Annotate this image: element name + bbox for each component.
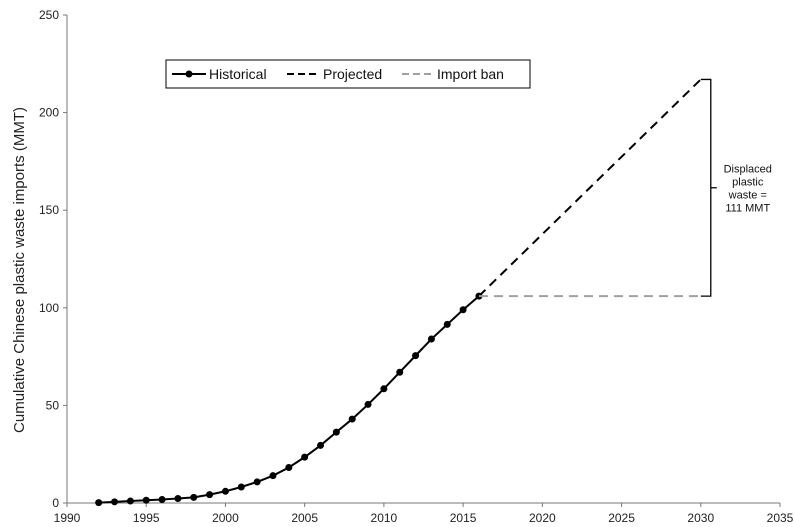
x-tick-label: 2010 xyxy=(371,511,398,525)
series-point-historical xyxy=(443,320,451,328)
series-point-historical xyxy=(285,463,293,471)
annotation-text-line: 111 MMT xyxy=(725,202,770,214)
y-tick-label: 0 xyxy=(52,496,59,510)
annotation-text-line: waste = xyxy=(728,189,767,201)
annotation-bracket xyxy=(700,78,717,297)
series-point-historical xyxy=(111,498,119,506)
series-point-historical xyxy=(317,441,325,449)
x-tick-label: 2025 xyxy=(608,511,635,525)
series-point-historical xyxy=(158,495,166,503)
series-line-projected xyxy=(478,78,702,297)
x-tick-label: 2020 xyxy=(529,511,556,525)
series-point-historical xyxy=(427,335,435,343)
y-tick-label: 50 xyxy=(46,398,60,412)
series-point-historical xyxy=(221,487,229,495)
y-axis-label: Cumulative Chinese plastic waste imports… xyxy=(11,107,28,433)
series-point-historical xyxy=(459,306,467,314)
series-point-historical xyxy=(348,415,356,423)
x-tick-label: 2005 xyxy=(291,511,318,525)
series-line-historical xyxy=(98,295,480,504)
series-point-historical xyxy=(126,497,134,505)
legend: Historical Projected Import ban xyxy=(165,59,531,89)
x-tick-label: 1990 xyxy=(54,511,81,525)
series-point-historical xyxy=(364,400,372,408)
axes xyxy=(66,15,780,504)
series-point-historical xyxy=(253,478,261,486)
series-point-historical xyxy=(332,428,340,436)
series-point-historical xyxy=(301,453,309,461)
annotation-text-line: plastic xyxy=(732,176,764,188)
legend-projected-label: Projected xyxy=(323,66,382,82)
series-point-historical xyxy=(396,368,404,376)
x-tick-label: 1995 xyxy=(133,511,160,525)
legend-historical-label: Historical xyxy=(209,66,267,82)
series-point-historical xyxy=(190,493,198,501)
x-ticks: 1990 1995 2000 2005 2010 2015 2020 2025 2030 2035 xyxy=(54,503,794,525)
legend-historical-marker xyxy=(185,70,193,78)
y-tick-label: 200 xyxy=(39,106,59,120)
y-tick-label: 250 xyxy=(39,8,59,22)
x-tick-label: 2030 xyxy=(687,511,714,525)
series-point-historical xyxy=(269,472,277,480)
annotation-text-line: Displaced xyxy=(724,163,772,175)
y-tick-label: 150 xyxy=(39,203,59,217)
y-ticks: 0 50 100 150 200 250 xyxy=(39,8,67,510)
x-tick-label: 2000 xyxy=(212,511,239,525)
series-point-historical xyxy=(142,496,150,504)
series-layer xyxy=(95,78,702,507)
legend-importban-label: Import ban xyxy=(437,66,504,82)
x-tick-label: 2015 xyxy=(450,511,477,525)
legend-box xyxy=(165,59,531,89)
series-point-historical xyxy=(380,385,388,393)
series-point-historical xyxy=(206,491,214,499)
y-tick-label: 100 xyxy=(39,301,59,315)
series-point-historical xyxy=(95,499,103,507)
x-tick-label: 2035 xyxy=(767,511,794,525)
series-point-historical xyxy=(174,495,182,503)
series-point-historical xyxy=(412,352,420,360)
series-point-historical xyxy=(237,483,245,491)
